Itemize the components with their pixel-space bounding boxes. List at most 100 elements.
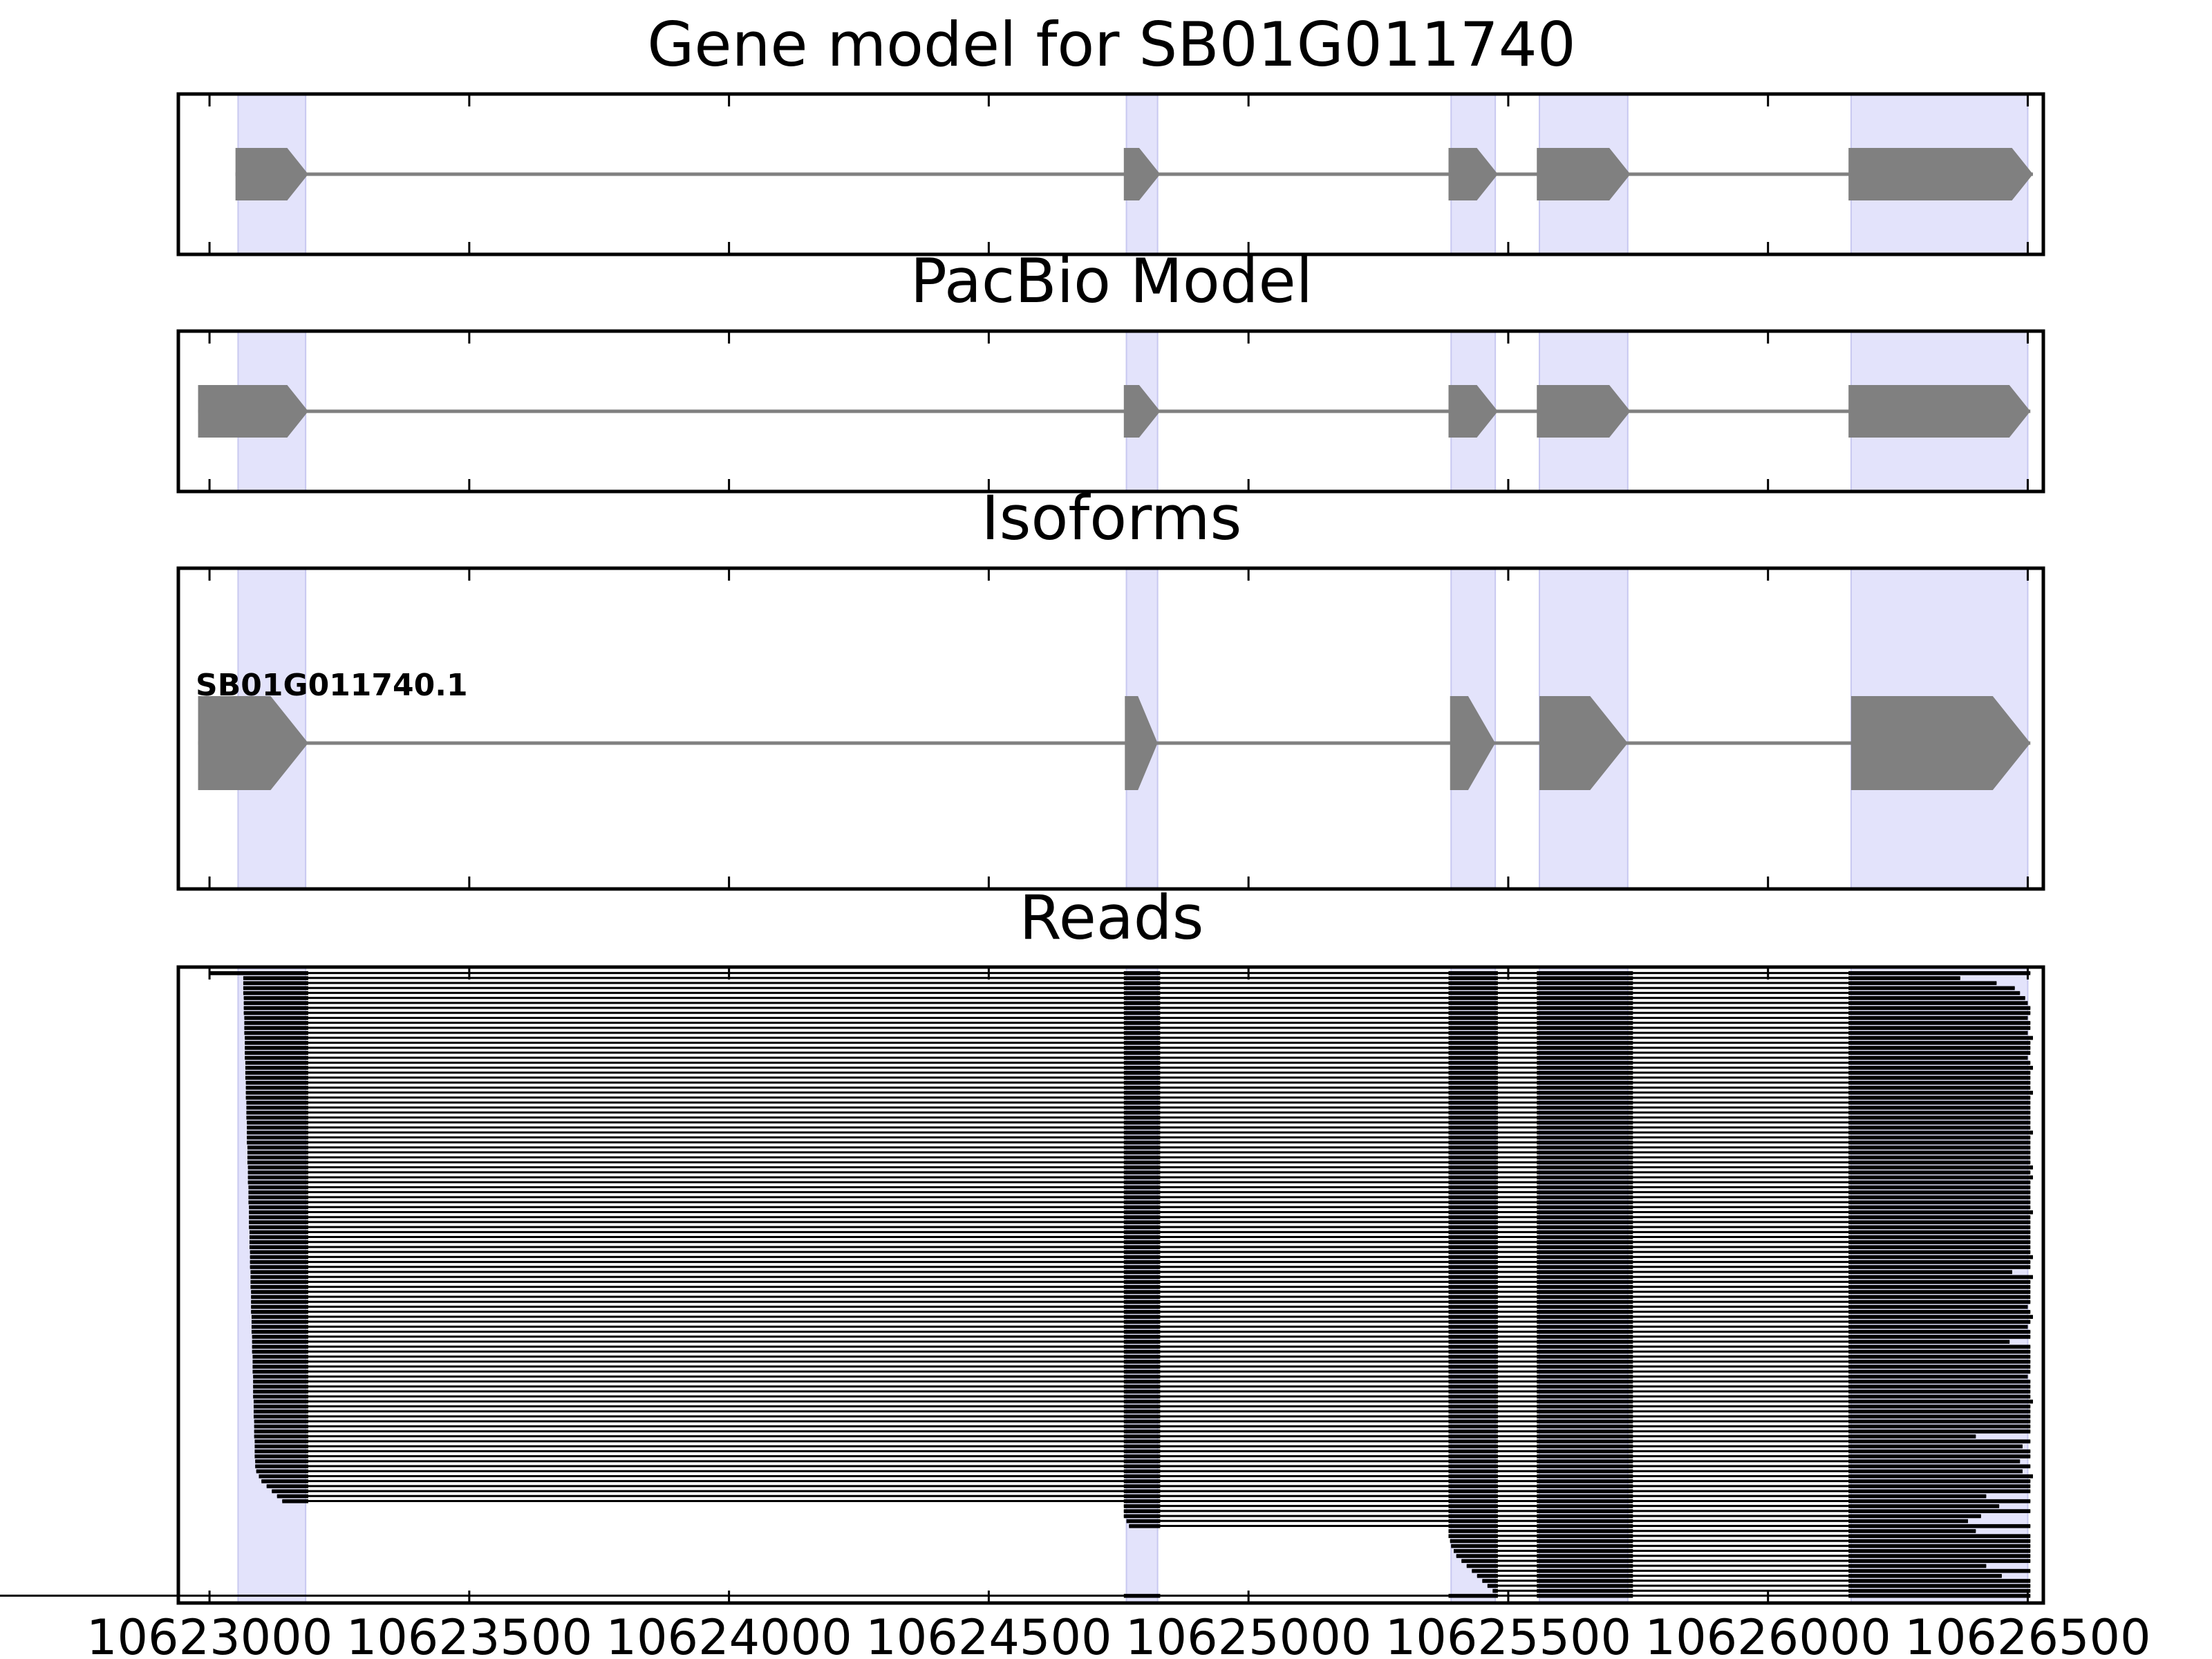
x-tick-label: 10624500	[865, 1609, 1112, 1659]
read-block	[251, 1290, 308, 1294]
read-block	[247, 1130, 308, 1135]
read-block	[1537, 1584, 1633, 1588]
read-block	[1448, 1285, 1498, 1289]
read-block	[1448, 1185, 1498, 1190]
read-block	[1537, 1255, 1633, 1259]
read-block	[1448, 1429, 1498, 1434]
read-block	[1848, 1076, 2031, 1080]
read-block	[1537, 1524, 1633, 1528]
read-block	[1123, 986, 1161, 991]
read-block	[243, 986, 308, 991]
read-block	[1848, 996, 2025, 1000]
read-block	[1848, 1080, 2031, 1085]
read-block	[247, 1165, 308, 1170]
read-block	[1537, 1374, 1633, 1379]
read-block	[1448, 1220, 1498, 1225]
read-block	[1537, 1160, 1633, 1165]
read-block	[1448, 1180, 1498, 1185]
read-block	[1123, 1115, 1161, 1120]
read-block	[1123, 1165, 1161, 1170]
read-block	[243, 1001, 308, 1005]
read-block	[1848, 1295, 2031, 1300]
read-block	[247, 1160, 308, 1165]
read-block	[1448, 1265, 1498, 1269]
read-block	[1448, 1006, 1498, 1011]
read-block	[1123, 1424, 1161, 1429]
read-block	[249, 1210, 308, 1215]
read-block	[1448, 1310, 1498, 1314]
read-block	[1123, 1145, 1161, 1150]
read-block	[1448, 1051, 1498, 1056]
read-block	[1537, 1001, 1633, 1005]
read-block	[1448, 1046, 1498, 1050]
read-block	[246, 1110, 308, 1115]
read-block	[1123, 1489, 1161, 1494]
read-block	[1848, 1110, 2031, 1115]
read-block	[1537, 1135, 1633, 1140]
read-block	[1448, 1454, 1498, 1459]
read-block	[1448, 1424, 1498, 1429]
x-tick-label: 10626000	[1645, 1609, 1891, 1659]
read-block	[1123, 1469, 1161, 1474]
read-block	[1123, 1270, 1161, 1275]
read-block	[248, 1200, 308, 1205]
read-block	[1448, 1374, 1498, 1379]
read-block	[1537, 1130, 1633, 1135]
read-block	[1448, 1504, 1498, 1508]
read-block	[1537, 1235, 1633, 1239]
read-block	[1537, 1096, 1633, 1100]
read-block	[1848, 1141, 2031, 1145]
read-block	[1537, 1026, 1633, 1030]
read-block	[1848, 1320, 2031, 1324]
read-block	[1848, 1006, 2031, 1011]
isoform-label: SB01G011740.1	[196, 668, 468, 703]
read-block	[1848, 1509, 2031, 1513]
read-block	[1123, 1385, 1161, 1389]
read-block	[246, 1105, 308, 1110]
exon	[1125, 696, 1158, 790]
read-block	[1537, 1200, 1633, 1205]
read-block	[1123, 1419, 1161, 1424]
pacbio-model-panel	[198, 330, 2031, 492]
read-block	[1537, 1414, 1633, 1419]
read-block	[247, 1170, 308, 1174]
read-block	[1537, 1040, 1633, 1045]
read-block	[1123, 1329, 1161, 1334]
read-block	[1123, 1205, 1161, 1210]
read-block	[1448, 1360, 1498, 1364]
read-block	[1448, 1026, 1498, 1030]
read-block	[1123, 1335, 1161, 1339]
read-block	[1848, 1374, 2028, 1379]
read-block	[253, 1385, 308, 1389]
read-block	[1848, 1499, 2031, 1503]
read-block	[1848, 1175, 2033, 1180]
read-block	[1448, 1329, 1498, 1334]
read-block	[1448, 1170, 1498, 1174]
read-block	[1848, 1190, 2031, 1194]
read-block	[1123, 1021, 1161, 1025]
read-block	[243, 981, 308, 986]
read-block	[1848, 1529, 1976, 1533]
read-block	[250, 1270, 308, 1275]
read-block	[1848, 1539, 2031, 1544]
read-block	[1537, 1215, 1633, 1219]
read-block	[1848, 1185, 2031, 1190]
x-axis: 10623000 10623500 10624000 10624500 10625000…	[86, 1609, 2151, 1659]
read-block	[247, 1135, 308, 1140]
read-block	[1848, 1559, 2031, 1564]
read-block	[1848, 1300, 2031, 1304]
read-block	[1537, 976, 1633, 980]
read-block	[1848, 1245, 2031, 1250]
read-block	[1537, 1504, 1633, 1508]
read-block	[1123, 1150, 1161, 1155]
read-block	[1448, 1315, 1498, 1319]
read-block	[1848, 1454, 2031, 1459]
read-block	[243, 996, 308, 1000]
read-block	[1448, 1335, 1498, 1339]
read-block	[252, 1354, 308, 1359]
read-block	[254, 1419, 308, 1424]
read-block	[1448, 1340, 1498, 1344]
read-block	[1537, 1559, 1633, 1564]
read-block	[1477, 1573, 1498, 1578]
read-block	[254, 1424, 308, 1429]
